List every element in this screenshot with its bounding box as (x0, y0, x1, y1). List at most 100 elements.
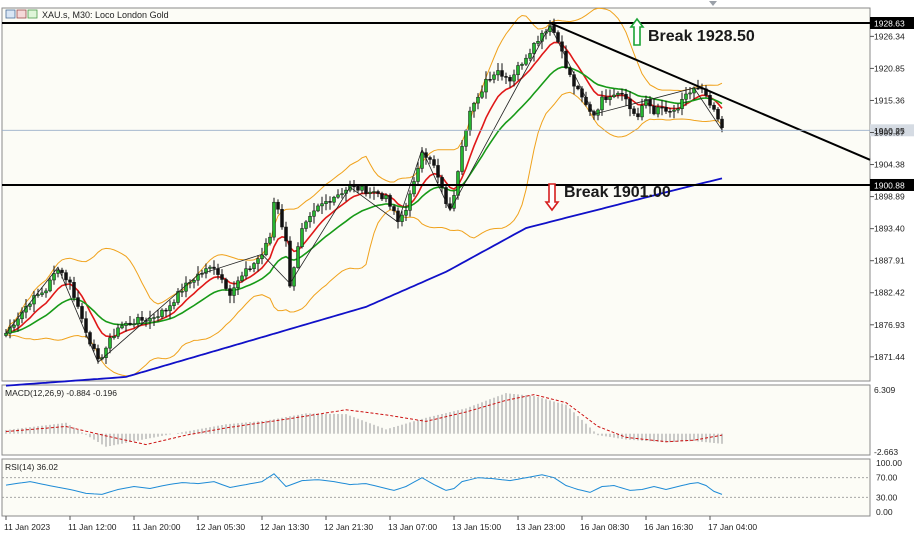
candle-body (524, 57, 528, 65)
candle-body (696, 87, 700, 90)
candle-body (280, 209, 284, 228)
candle-body (244, 268, 248, 277)
collapse-icon[interactable] (709, 1, 717, 6)
candle-body (252, 263, 256, 269)
candle-body (688, 92, 692, 95)
toolbar-icons[interactable] (5, 9, 38, 19)
support-tag-label: 1900.88 (874, 180, 905, 190)
grid-icon[interactable] (16, 9, 27, 19)
candle-body (324, 201, 328, 204)
macd-scale-top: 6.309 (874, 385, 896, 395)
macd-indicator (5, 393, 723, 447)
bb-upper-band (5, 7, 723, 334)
candle-body (460, 146, 464, 172)
candle-body (492, 74, 496, 80)
candle-body (132, 323, 136, 326)
candle-body (612, 94, 616, 98)
candle-body (380, 193, 384, 200)
candle-body (288, 240, 292, 287)
candle-body (76, 297, 80, 307)
zigzag-path (5, 24, 723, 363)
price-tick-label: 1909.87 (874, 128, 905, 138)
bars-icon[interactable] (27, 9, 38, 19)
ma-slow-line (5, 177, 723, 387)
price-tick-label: 1871.44 (874, 352, 905, 362)
rsi-indicator: 100.00 70.00 30.00 0.00 (2, 458, 902, 517)
candle-body (456, 171, 460, 196)
candle-body (400, 214, 404, 222)
rsi-tick-label: 30.00 (876, 492, 898, 502)
candle-body (488, 79, 492, 81)
time-tick-label: 13 Jan 23:00 (516, 522, 565, 532)
candle-body (376, 191, 380, 194)
candle-body (92, 343, 96, 349)
candle-body (228, 288, 232, 296)
candle-body (640, 105, 644, 118)
candle-body (388, 195, 392, 207)
candle-body (632, 108, 636, 114)
candle-body (256, 258, 260, 264)
down-arrow-icon (544, 183, 560, 212)
candle-body (356, 186, 360, 191)
candle-body (192, 280, 196, 283)
candle-body (296, 246, 300, 268)
price-tick-label: 1893.40 (874, 224, 905, 234)
candle-body (320, 203, 324, 207)
candle-body (448, 203, 452, 209)
candle-body (224, 279, 228, 289)
candle-body (208, 266, 212, 269)
candle-body (268, 236, 272, 244)
candle-body (156, 316, 160, 318)
candle-body (616, 92, 620, 96)
candle-body (576, 85, 580, 90)
time-tick-label: 11 Jan 2023 (4, 522, 50, 532)
time-axis: 11 Jan 2023 11 Jan 12:00 11 Jan 20:00 12 Ja… (4, 516, 757, 532)
candle-body (484, 79, 488, 93)
candle-body (328, 201, 332, 203)
candle-body (304, 221, 308, 229)
candle-body (648, 99, 652, 107)
candle-body (432, 159, 436, 166)
trendline (549, 22, 871, 161)
candle-body (248, 268, 252, 270)
rsi-panel-bg (1, 458, 871, 517)
bb-lower-band (5, 91, 723, 377)
candle-body (708, 95, 712, 106)
candle-body (216, 268, 220, 275)
candle-body (264, 242, 268, 256)
candle-body (656, 106, 660, 115)
candle-body (108, 337, 112, 349)
candle-body (568, 67, 572, 75)
candle-body (472, 102, 476, 112)
candle-body (676, 108, 680, 111)
candle-body (480, 91, 484, 98)
candle-body (44, 290, 48, 294)
candle-body (644, 99, 648, 106)
candle-body (496, 70, 500, 76)
chart-icon[interactable] (5, 9, 16, 19)
candle-body (412, 181, 416, 195)
candle-body (440, 177, 444, 188)
candle-body (52, 273, 56, 281)
candle-body (468, 110, 472, 132)
bollinger-bands (5, 7, 723, 377)
time-tick-label: 16 Jan 08:30 (580, 522, 629, 532)
candle-body (300, 228, 304, 247)
candle-body (84, 318, 88, 333)
candle-body (508, 77, 512, 82)
current-price-tag (870, 124, 914, 137)
candle-body (712, 104, 716, 110)
price-tick-label: 1882.42 (874, 288, 905, 298)
candle-body (112, 336, 116, 338)
candle-body (48, 279, 52, 292)
candle-body (444, 187, 448, 204)
candle-body (520, 63, 524, 66)
candle-body (148, 317, 152, 322)
candle-body (652, 105, 656, 115)
price-tick-label: 1876.93 (874, 320, 905, 330)
candle-body (628, 98, 632, 110)
candle-body (384, 195, 388, 200)
candle-body (360, 185, 364, 191)
candle-body (620, 92, 624, 95)
